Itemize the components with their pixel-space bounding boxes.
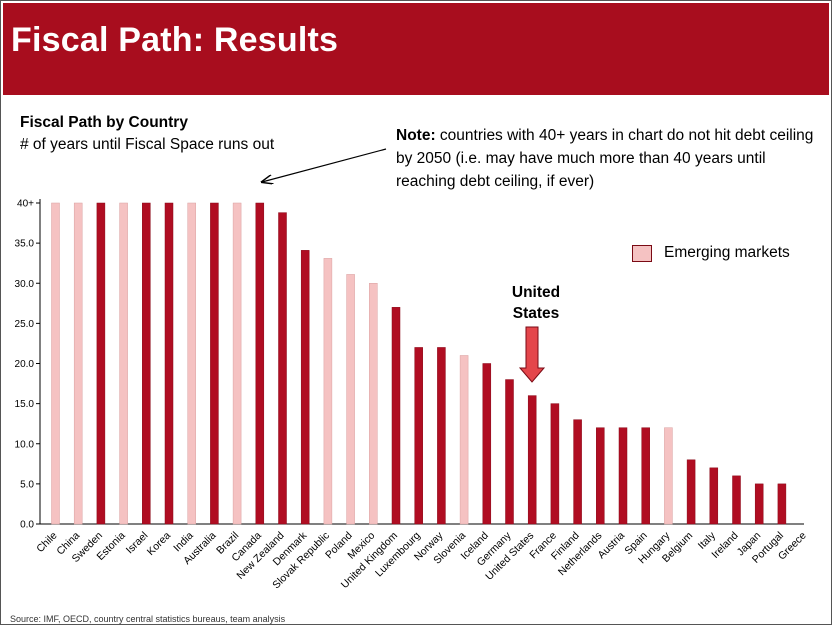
chart-subtitle: # of years until Fiscal Space runs out [20, 136, 275, 153]
y-tick-label: 30.0 [15, 279, 35, 290]
slide-title: Fiscal Path: Results [11, 21, 339, 59]
note-arrow [262, 148, 387, 182]
bar-portugal [777, 483, 787, 525]
bar-united-states [527, 395, 537, 525]
source-text: Source: IMF, OECD, country central stati… [10, 614, 286, 624]
bar-estonia [119, 202, 128, 525]
bar-japan [754, 483, 764, 525]
bar-china [73, 202, 83, 525]
bar-austria [618, 427, 628, 525]
bar-italy [709, 467, 719, 525]
bar-india [187, 202, 196, 525]
bar-poland [346, 274, 355, 525]
bar-france [550, 403, 560, 525]
united-states-callout: United States [496, 282, 576, 324]
bar-belgium [686, 459, 696, 525]
bar-norway [437, 347, 446, 525]
bar-iceland [482, 363, 492, 525]
bar-new-zealand [278, 212, 287, 525]
y-tick-label: 10.0 [15, 439, 35, 450]
bar-finland [573, 419, 582, 525]
title-banner: Fiscal Path: Results [3, 3, 829, 95]
y-tick-label: 0.0 [20, 520, 34, 531]
x-tick-label-ireland: Ireland [709, 530, 740, 561]
bar-germany [505, 379, 514, 525]
bar-korea [164, 202, 174, 525]
note-body: countries with 40+ years in chart do not… [396, 127, 814, 190]
callout-line-1: United [511, 284, 561, 301]
united-states-arrow [518, 326, 546, 383]
y-tick-label: 5.0 [20, 479, 34, 490]
y-tick-label: 20.0 [15, 359, 35, 370]
bar-slovenia [459, 355, 469, 525]
bar-mexico [369, 283, 378, 525]
note-text: Note: countries with 40+ years in chart … [396, 124, 816, 193]
y-tick-label: 25.0 [15, 319, 35, 330]
legend-label: Emerging markets [664, 244, 790, 261]
bar-israel [142, 202, 151, 525]
chart-axes: 0.0 5.0 10.0 15.0 20.0 25.0 30.0 35.0 40+ [15, 199, 804, 531]
bar-hungary [664, 427, 673, 525]
x-tick-labels: ChileChinaSwedenEstoniaIsraelKoreaIndiaA… [34, 529, 809, 591]
bar-ireland [732, 475, 741, 525]
chart-title: Fiscal Path by Country [20, 114, 188, 131]
note-bold-label: Note: [396, 127, 436, 144]
bar-australia [210, 202, 219, 525]
bar-canada [255, 202, 265, 525]
y-tick-label: 35.0 [15, 239, 35, 250]
bar-slovak-republic [323, 258, 333, 525]
y-tick-label: 40+ [17, 199, 34, 210]
legend-swatch-emerging [632, 244, 652, 262]
bar-netherlands [596, 427, 605, 525]
x-tick-label-korea: Korea [145, 530, 173, 558]
bar-brazil [232, 202, 242, 525]
legend: Emerging markets [632, 244, 790, 262]
bar-chile [51, 202, 60, 525]
y-tick-label: 15.0 [15, 399, 35, 410]
bar-luxembourg [414, 347, 423, 525]
chart-bars [51, 202, 787, 525]
bar-united-kingdom [391, 307, 401, 525]
bar-spain [641, 427, 650, 525]
bar-denmark [300, 250, 310, 525]
callout-line-2: States [512, 305, 560, 322]
bar-sweden [96, 202, 106, 525]
